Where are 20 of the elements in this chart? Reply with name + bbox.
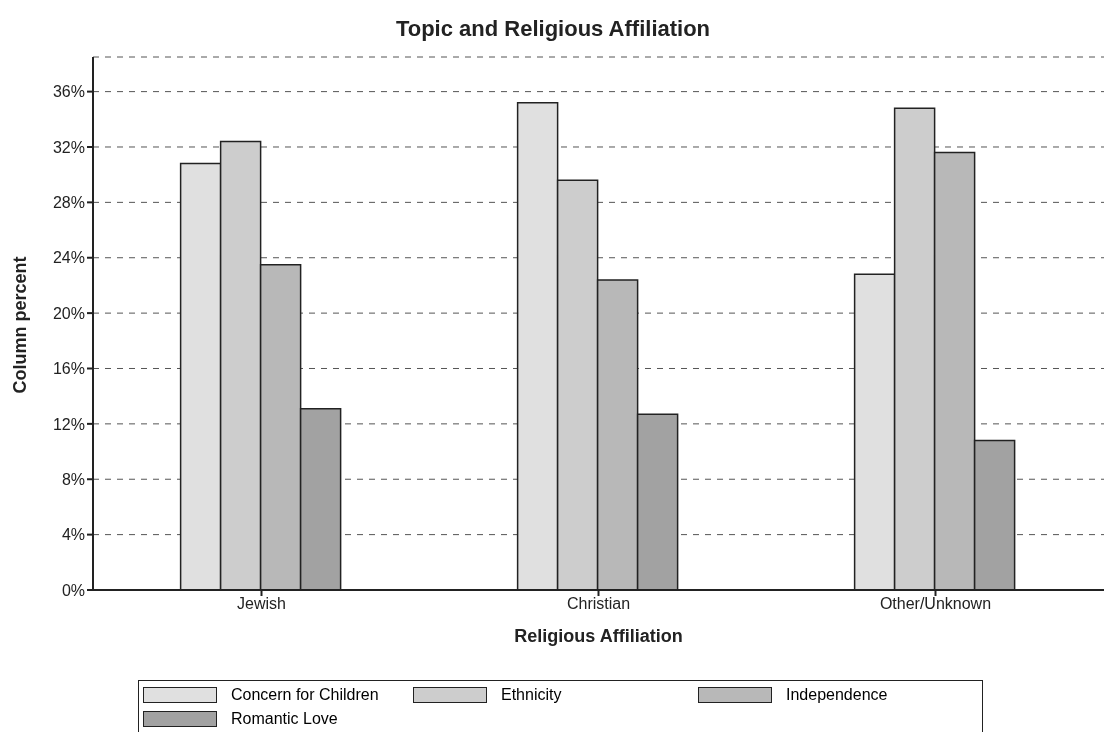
y-tick-label: 8% xyxy=(61,470,85,488)
y-tick-label: 36% xyxy=(52,83,85,101)
x-tick-label: Other/Unknown xyxy=(879,595,992,613)
y-axis-title: Column percent xyxy=(10,256,31,394)
y-tick-label: 20% xyxy=(52,304,85,322)
legend-label: Ethnicity xyxy=(501,686,562,704)
y-tick-label: 0% xyxy=(61,581,85,599)
y-tick-label: 16% xyxy=(52,360,85,378)
y-tick-label: 4% xyxy=(61,526,85,544)
legend-label: Romantic Love xyxy=(231,710,338,728)
y-tick-label: 32% xyxy=(52,138,85,156)
chart-title: Topic and Religious Affiliation xyxy=(394,16,712,42)
y-tick-label: 28% xyxy=(52,194,85,212)
legend-label: Independence xyxy=(786,686,888,704)
y-tick-label: 12% xyxy=(52,415,85,433)
x-tick-label: Jewish xyxy=(237,595,286,613)
legend-label: Concern for Children xyxy=(231,686,379,704)
y-tick-label: 24% xyxy=(52,249,85,267)
x-tick-label: Christian xyxy=(566,595,631,613)
x-axis-title: Religious Affiliation xyxy=(514,626,683,646)
